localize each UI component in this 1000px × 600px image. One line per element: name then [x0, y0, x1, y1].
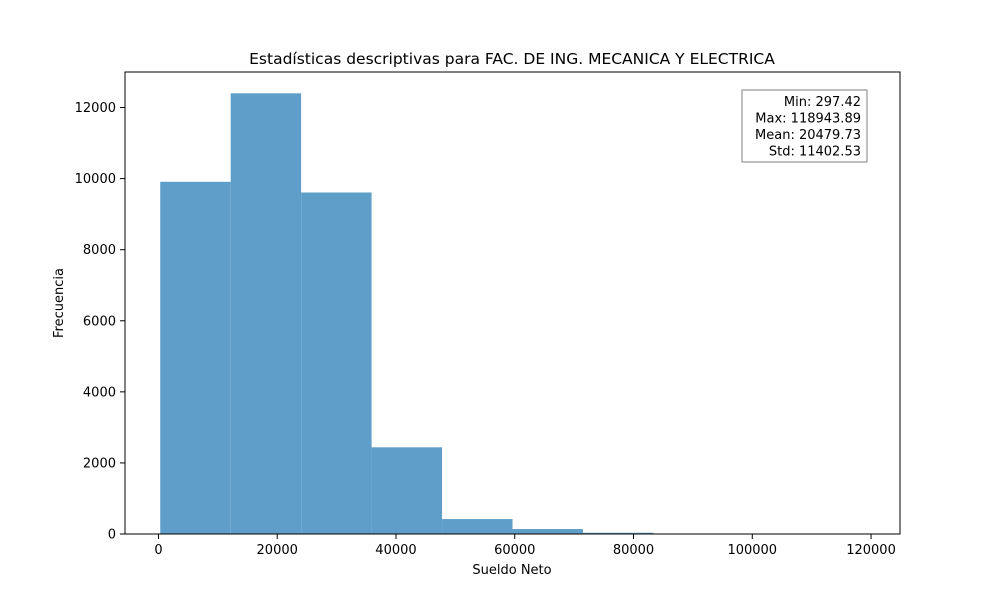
- stats-max: Max: 118943.89: [755, 112, 861, 127]
- x-tick-label: 80000: [613, 543, 654, 558]
- x-tick-label: 100000: [727, 543, 777, 558]
- histogram-bar-2: [230, 93, 302, 535]
- y-tick-label: 6000: [83, 314, 116, 329]
- x-axis-ticks: 0 20000 40000 60000 80000 100000 120000: [154, 534, 896, 558]
- y-axis-ticks: 0 2000 4000 6000 8000 10000 12000: [75, 101, 125, 543]
- y-tick-label: 8000: [83, 243, 116, 258]
- histogram-bar-1: [160, 181, 231, 534]
- plot-frame: [124, 71, 901, 535]
- histogram-bar-7: [582, 532, 654, 534]
- histogram-bar-5: [442, 519, 513, 534]
- y-tick-label: 10000: [75, 172, 116, 187]
- histogram-bar-6: [512, 529, 583, 534]
- y-tick-label: 12000: [75, 101, 116, 116]
- y-tick-label: 2000: [83, 456, 116, 471]
- x-tick-label: 40000: [375, 543, 416, 558]
- stats-mean: Mean: 20479.73: [755, 128, 861, 143]
- x-axis-label: Sueldo Neto: [472, 563, 551, 578]
- y-tick-label: 4000: [83, 385, 116, 400]
- chart-title: Estadísticas descriptivas para FAC. DE I…: [249, 50, 775, 68]
- bars-group: [160, 93, 865, 535]
- histogram-bar-3: [301, 192, 372, 534]
- y-tick-label: 0: [108, 528, 116, 543]
- stats-min: Min: 297.42: [784, 95, 861, 110]
- x-tick-label: 0: [154, 543, 162, 558]
- x-tick-label: 120000: [846, 543, 896, 558]
- x-tick-label: 60000: [494, 543, 535, 558]
- stats-box: Min: 297.42 Max: 118943.89 Mean: 20479.7…: [741, 89, 868, 163]
- histogram-bar-4: [371, 447, 443, 534]
- x-tick-label: 20000: [257, 543, 298, 558]
- stats-box-frame: [741, 89, 868, 163]
- y-axis-label: Frecuencia: [52, 268, 67, 338]
- stats-std: Std: 11402.53: [769, 145, 861, 160]
